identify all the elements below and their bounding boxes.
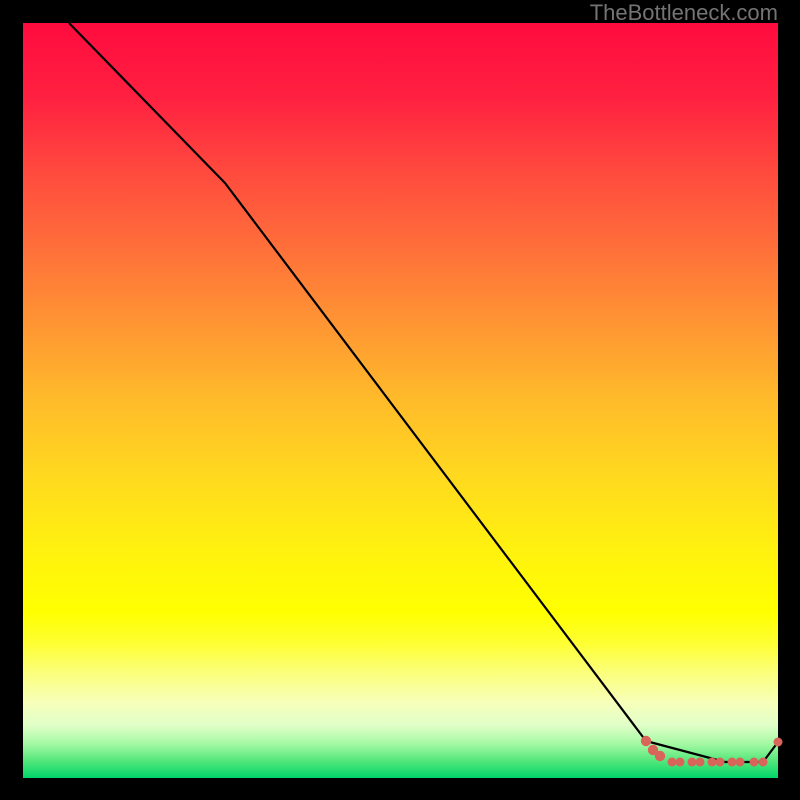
data-dot: [716, 758, 725, 767]
data-dot: [728, 758, 737, 767]
chart-container: { "canvas": { "width": 800, "height": 80…: [0, 0, 800, 800]
data-dot: [759, 758, 768, 767]
data-dot: [668, 758, 677, 767]
data-dot: [708, 758, 717, 767]
data-dot: [688, 758, 697, 767]
data-dot: [676, 758, 685, 767]
bottleneck-chart: [0, 0, 800, 800]
data-dot: [774, 738, 783, 747]
plot-background: [23, 23, 778, 778]
data-dot: [750, 758, 759, 767]
data-dot: [655, 751, 665, 761]
watermark-text: TheBottleneck.com: [590, 0, 778, 26]
data-dot: [736, 758, 745, 767]
data-dot: [696, 758, 705, 767]
data-dot: [641, 736, 651, 746]
